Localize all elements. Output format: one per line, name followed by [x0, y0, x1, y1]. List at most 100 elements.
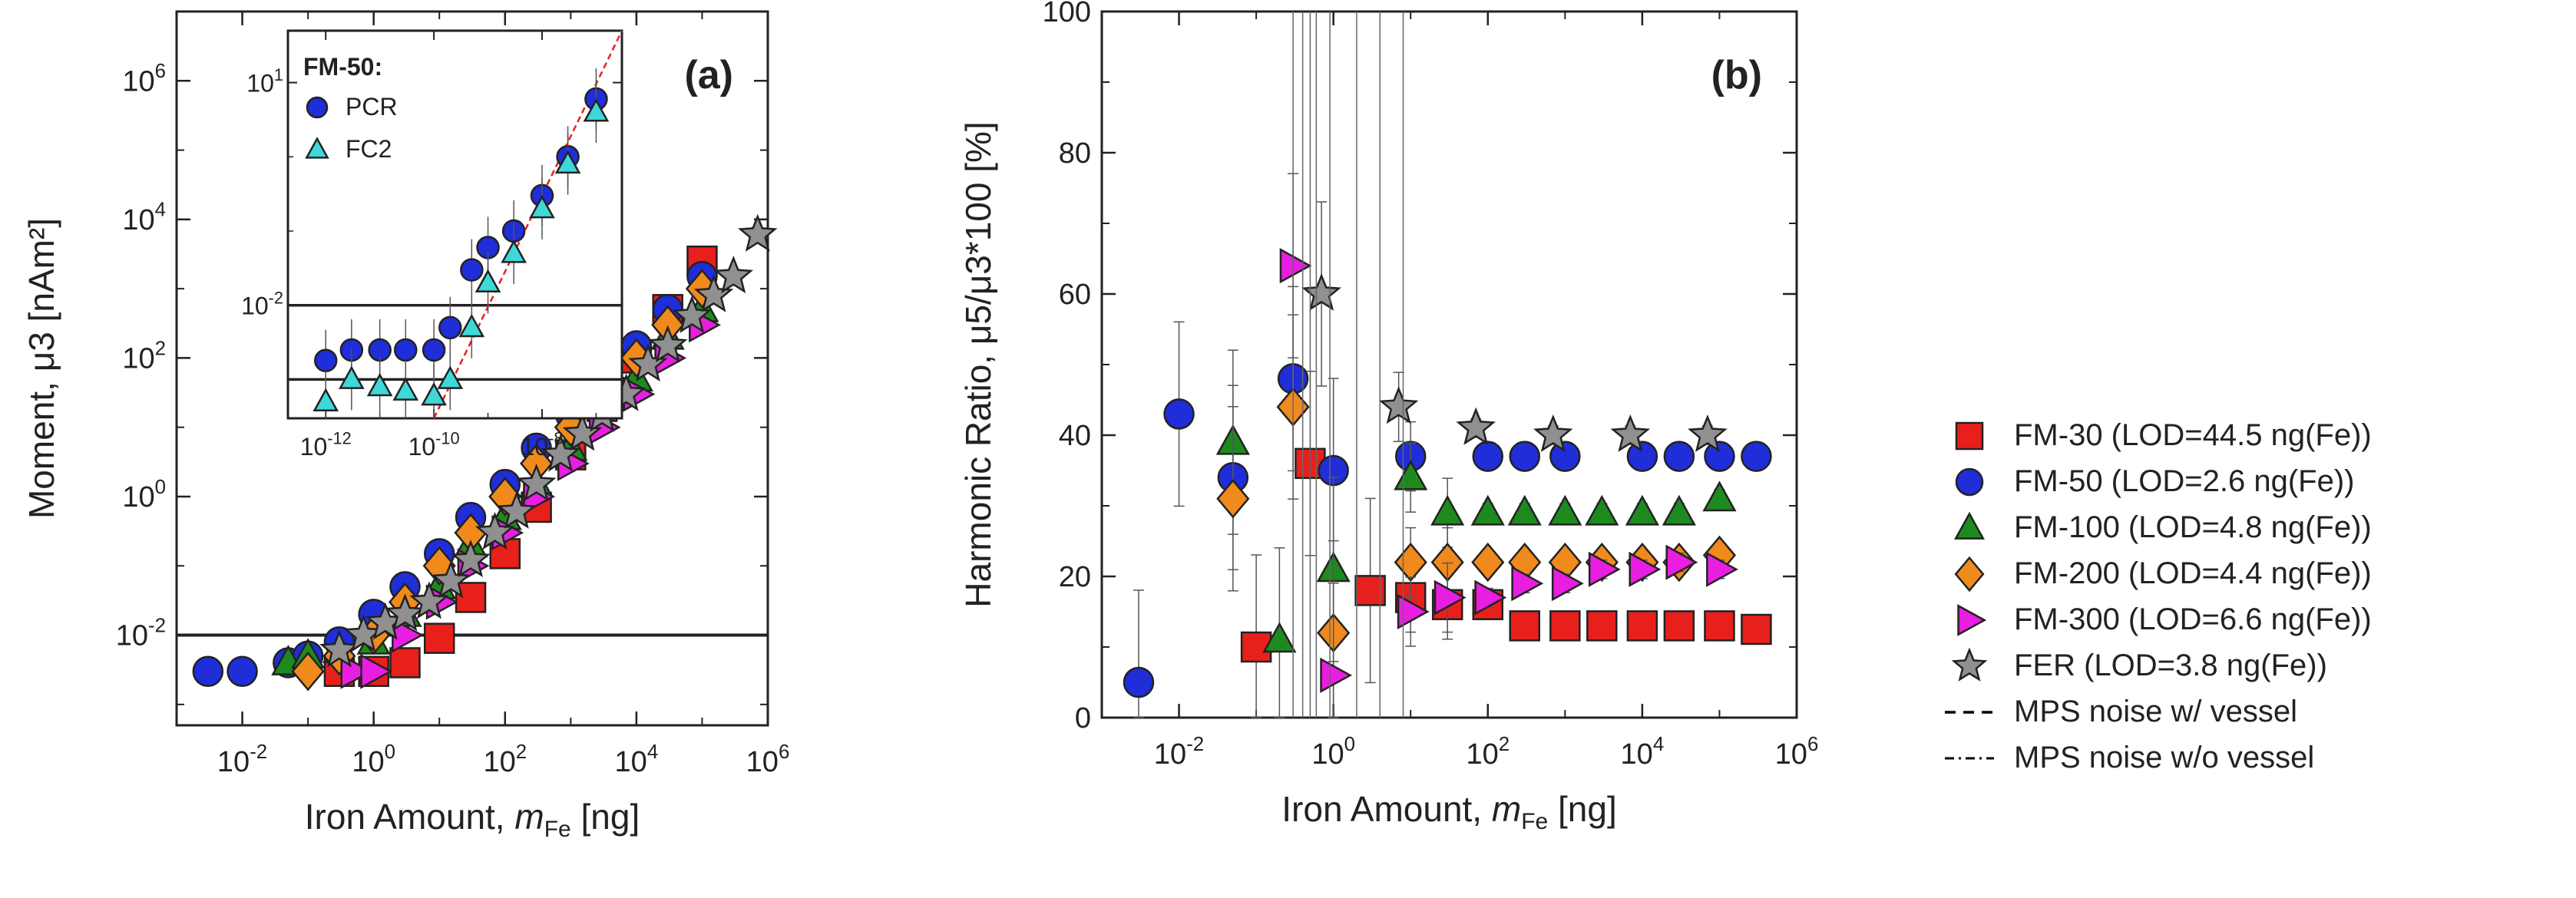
legend-marker — [1954, 556, 1985, 593]
data-point — [1586, 610, 1618, 642]
series-fer — [319, 213, 778, 668]
x-tick-label: 100 — [1311, 734, 1355, 771]
x-tick-label: 104 — [1621, 734, 1665, 771]
data-point — [1509, 610, 1541, 642]
y-tick-label: 0 — [1075, 702, 1091, 735]
data-point — [409, 581, 449, 619]
legend-marker — [1951, 647, 1988, 682]
data-point — [1588, 551, 1621, 587]
x-tick-label: 102 — [1466, 734, 1510, 771]
inset-data-point — [583, 98, 610, 122]
legend-label: FM-50 (LOD=2.6 ng(Fe)) — [2014, 464, 2354, 498]
inset-y-tick-label: 101 — [246, 65, 283, 97]
y-tick-label: 10-2 — [116, 615, 166, 652]
y-tick-label: 40 — [1059, 420, 1091, 452]
data-point — [1320, 657, 1353, 693]
data-point — [291, 652, 325, 692]
data-point — [1663, 441, 1695, 472]
data-point — [1610, 414, 1651, 452]
data-point — [1626, 441, 1658, 472]
inset-legend-label: FC2 — [346, 135, 392, 163]
data-point — [672, 295, 712, 334]
data-point — [1378, 386, 1419, 424]
data-point — [192, 655, 224, 687]
data-point — [1433, 579, 1467, 616]
inset-data-point — [554, 150, 581, 174]
data-point — [360, 653, 393, 689]
data-point — [1704, 441, 1735, 472]
y-tick-label: 80 — [1059, 137, 1091, 170]
y-tick-label: 20 — [1059, 561, 1091, 593]
inset-data-point — [529, 194, 555, 219]
legend-label: FM-300 (LOD=6.6 ng(Fe)) — [2014, 603, 2372, 636]
data-point — [1470, 494, 1505, 526]
legend-label: FM-30 (LOD=44.5 ng(Fe)) — [2014, 418, 2372, 452]
data-point — [1549, 441, 1581, 472]
inset-data-point — [313, 348, 338, 372]
data-point — [1262, 622, 1297, 653]
legend-label: MPS noise w/ vessel — [2014, 695, 2297, 728]
x-tick-label: 10-2 — [217, 741, 267, 778]
inset-data-point — [501, 239, 527, 263]
data-point — [423, 622, 455, 654]
data-point — [451, 540, 491, 578]
data-point — [455, 582, 487, 613]
data-point — [1511, 566, 1544, 602]
inset-data-point — [460, 258, 484, 282]
data-point — [227, 655, 258, 687]
x-tick-label: 106 — [1775, 734, 1819, 771]
x-axis-label: Iron Amount, mFe [ng] — [1281, 789, 1616, 834]
data-point — [1551, 566, 1584, 602]
data-point — [713, 256, 754, 294]
y-tick-label: 60 — [1059, 279, 1091, 311]
data-point — [1397, 593, 1430, 630]
data-point — [1704, 610, 1735, 642]
data-point — [647, 325, 688, 363]
data-point — [1741, 613, 1772, 645]
inset-data-point — [422, 338, 446, 362]
y-tick-label: 102 — [122, 338, 166, 375]
inset-data-point — [458, 313, 485, 338]
data-point — [1430, 494, 1465, 526]
inset-legend-marker — [306, 96, 329, 119]
inset-title: FM-50: — [303, 53, 382, 81]
legend-label: FM-200 (LOD=4.4 ng(Fe)) — [2014, 556, 2372, 590]
data-point — [1456, 407, 1496, 445]
y-tick-label: 106 — [122, 61, 166, 97]
data-point — [1706, 551, 1738, 587]
inset-data-point — [339, 365, 365, 389]
inset-frame — [286, 29, 623, 420]
data-point — [385, 593, 425, 632]
legend-label: FM-100 (LOD=4.8 ng(Fe)) — [2014, 510, 2372, 544]
y-axis-label: Moment, μ3 [nAm²] — [21, 218, 61, 519]
data-point — [1509, 441, 1541, 472]
data-point — [319, 629, 359, 668]
data-point — [516, 463, 557, 502]
data-point — [1533, 414, 1573, 452]
inset-chart: 10-12 10-10 10-8 10-2 101 FM-50: PCR FC2 — [241, 29, 623, 461]
panel-label: (a) — [684, 53, 733, 97]
legend-marker — [1955, 421, 1984, 451]
y-tick-label: 104 — [122, 200, 166, 236]
x-tick-label: 106 — [746, 741, 790, 778]
data-point — [1472, 441, 1504, 472]
y-tick-label: 100 — [1043, 0, 1091, 28]
panel-label: (b) — [1711, 53, 1762, 97]
y-tick-label: 100 — [122, 477, 166, 513]
x-tick-label: 100 — [352, 741, 395, 778]
inset-data-point — [437, 365, 464, 389]
data-point — [1688, 414, 1728, 452]
data-point — [1663, 610, 1695, 642]
x-tick-label: 10-2 — [1154, 734, 1204, 771]
inset-data-point — [421, 381, 447, 406]
data-point — [1629, 551, 1662, 587]
panel-a-chart: 10-2 100 102 104 106 10-2 100 102 104 106 Iron Amo… — [21, 10, 790, 842]
x-tick-label: 102 — [483, 741, 527, 778]
inset-x-tick-label: 10-10 — [408, 429, 460, 461]
data-point — [1123, 666, 1155, 698]
x-axis-label: Iron Amount, mFe [ng] — [305, 797, 640, 842]
inset-data-point — [366, 372, 393, 397]
data-point — [1665, 544, 1698, 580]
data-point — [488, 477, 522, 517]
